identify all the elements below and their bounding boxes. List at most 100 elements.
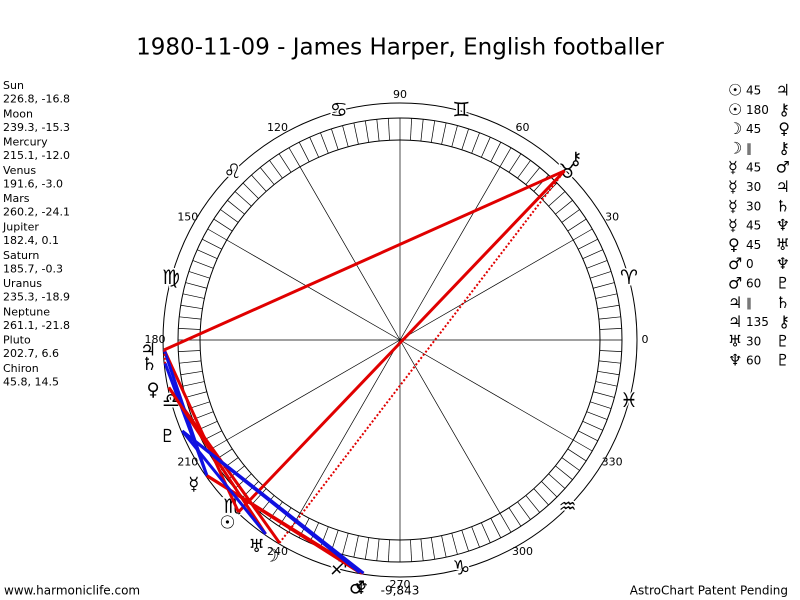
degree-label: 270 [390, 578, 411, 591]
ring-tick [342, 533, 349, 555]
ring-tick [490, 518, 502, 538]
ring-tick [192, 260, 214, 269]
planet-glyph: ♇ [159, 426, 175, 447]
footer-right: AstroChart Patent Pending [630, 584, 788, 598]
aspect-p1: ☿ [728, 196, 738, 215]
planet-coords: 226.8, -16.8 [3, 93, 70, 106]
ring-tick [533, 488, 549, 506]
aspect-p2: ⚷ [778, 100, 790, 119]
ring-tick [525, 167, 540, 185]
ring-tick [567, 448, 587, 462]
ring-tick [595, 381, 618, 387]
ring-tick [573, 228, 593, 241]
ring-tick [188, 271, 210, 279]
ring-tick [555, 465, 573, 480]
aspect-line [181, 430, 267, 535]
aspect-p2: ♄ [776, 196, 790, 215]
ring-tick [288, 147, 301, 167]
ring-tick [599, 328, 622, 330]
planet-coords: 185.7, -0.3 [3, 262, 63, 275]
planet-name: Sun [3, 79, 24, 92]
planet-glyph: ♅ [248, 536, 264, 557]
ring-tick [430, 120, 436, 143]
radial-line [226, 339, 401, 441]
degree-label: 60 [516, 121, 530, 134]
aspect-p1: ☿ [728, 158, 738, 177]
ring-tick [582, 249, 603, 259]
aspect-p2: ♇ [776, 351, 790, 370]
ring-tick [207, 228, 227, 241]
planet-glyph: ♂ [349, 577, 365, 598]
planet-name: Saturn [3, 249, 39, 262]
footer-left: www.harmoniclife.com [4, 584, 140, 598]
zodiac-sign: ♍ [162, 265, 180, 289]
planet-name: Uranus [3, 277, 42, 290]
planet-glyph: ☉ [219, 513, 235, 534]
ring-tick [555, 200, 573, 215]
aspect-type: 135 [746, 315, 769, 329]
ring-tick [517, 501, 531, 520]
ring-tick [178, 328, 201, 330]
ring-tick [441, 535, 447, 558]
ring-tick [451, 533, 458, 555]
ring-tick [593, 391, 615, 398]
ring-tick [342, 125, 349, 147]
ring-tick [490, 142, 502, 162]
ring-tick [508, 507, 522, 527]
ring-tick [364, 120, 370, 143]
planet-coords: 202.7, 6.6 [3, 347, 59, 360]
radial-line [399, 339, 501, 514]
radial-line [399, 339, 574, 441]
ring-tick [499, 147, 512, 167]
aspect-p1: ☿ [728, 216, 738, 235]
aspect-type: 45 [746, 238, 761, 252]
planet-glyph: ♄ [141, 354, 157, 375]
ring-tick [573, 439, 593, 452]
aspect-p1: ♅ [728, 331, 742, 350]
aspect-p2: ♆ [776, 216, 790, 235]
ring-tick [227, 200, 245, 215]
ring-tick [331, 128, 339, 150]
ring-tick [298, 142, 310, 162]
zodiac-sign: ♊ [452, 98, 470, 122]
ring-tick [420, 538, 424, 561]
ring-tick [376, 119, 380, 142]
aspect-p1: ☽ [728, 119, 742, 138]
planet-name: Chiron [3, 362, 39, 375]
ring-tick [598, 316, 621, 320]
ring-tick [597, 304, 620, 310]
ring-tick [180, 304, 203, 310]
aspect-p2: ⚷ [778, 312, 790, 331]
ring-tick [441, 122, 447, 145]
aspect-type: 45 [746, 122, 761, 136]
planet-name: Jupiter [2, 221, 39, 234]
ring-tick [548, 473, 566, 489]
ring-tick [179, 360, 202, 364]
ring-tick [578, 238, 598, 250]
ring-tick [590, 401, 612, 409]
zodiac-sign: ♋ [330, 98, 348, 122]
aspect-type: 45 [746, 161, 761, 175]
degree-label: 30 [605, 211, 619, 224]
ring-tick [182, 293, 205, 299]
planet-glyph: ♃ [140, 340, 156, 361]
aspect-type: 45 [746, 219, 761, 233]
ring-tick [364, 537, 370, 560]
ring-tick [185, 282, 207, 289]
ring-tick [561, 457, 580, 471]
ring-tick [461, 128, 469, 150]
planet-name: Venus [3, 164, 36, 177]
aspect-p1: ♂ [728, 254, 742, 273]
aspect-p2: ♇ [776, 331, 790, 350]
planet-name: Mars [3, 192, 30, 205]
ring-tick [202, 238, 222, 250]
ring-tick [251, 174, 267, 192]
aspect-type: 180 [746, 103, 769, 117]
ring-tick [578, 430, 598, 442]
degree-label: 120 [267, 121, 288, 134]
score: -9,843 [381, 584, 420, 598]
degree-label: 0 [642, 333, 649, 346]
radial-line [399, 166, 501, 341]
ring-tick [197, 249, 218, 259]
